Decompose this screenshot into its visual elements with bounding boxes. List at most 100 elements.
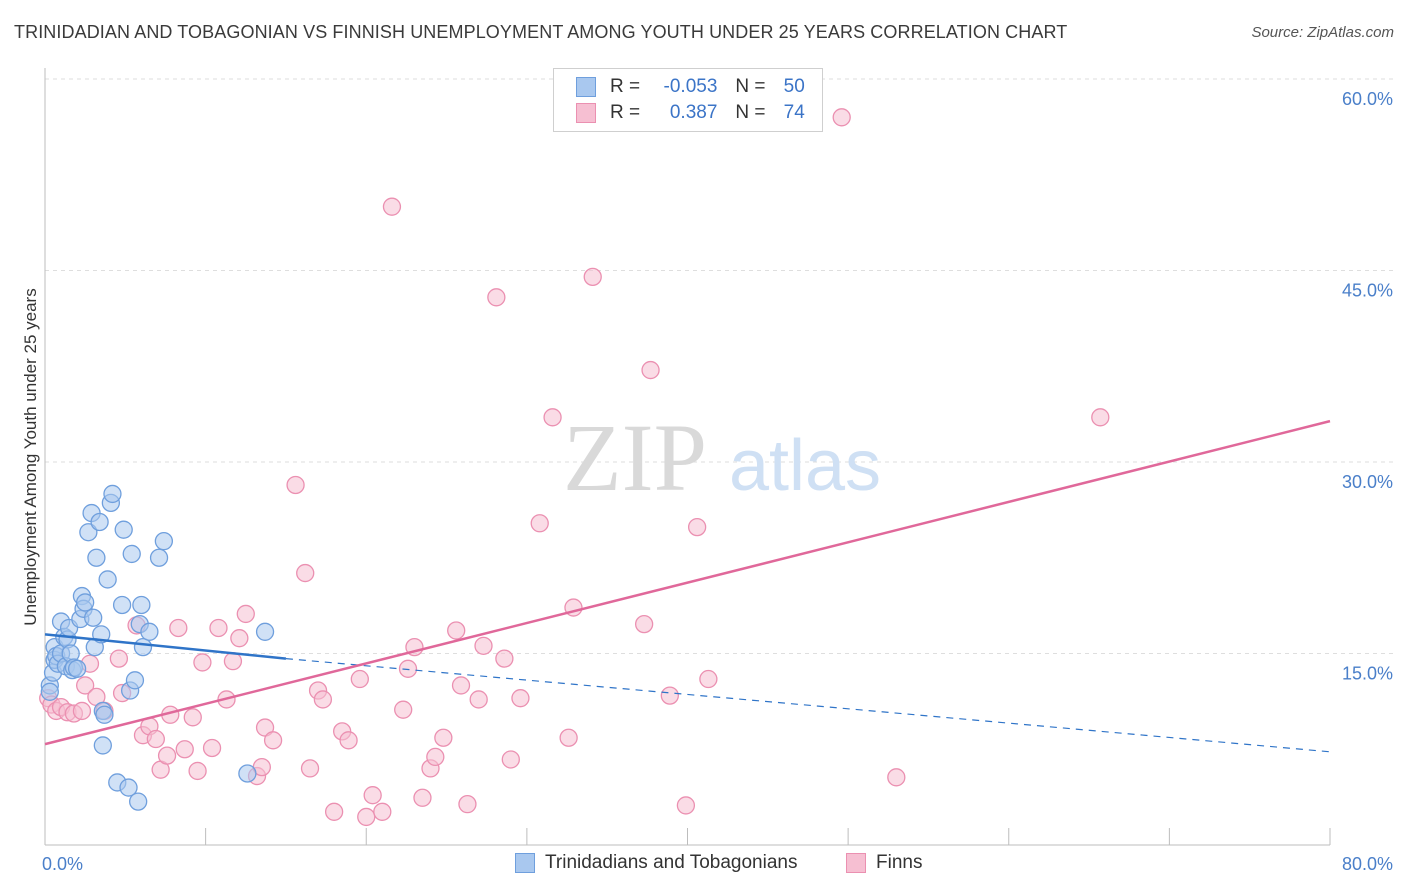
- x-tick-label: 80.0%: [1342, 854, 1393, 874]
- finn-point: [413, 788, 432, 807]
- finn-point: [350, 669, 369, 689]
- finn-point: [660, 686, 679, 705]
- trinidadian-point: [154, 532, 174, 551]
- y-tick-label: 15.0%: [1342, 664, 1393, 684]
- finn-point: [398, 659, 418, 678]
- legend-item-finns[interactable]: Finns: [846, 852, 922, 874]
- finn-point: [511, 689, 530, 708]
- legend-swatch-pink: [576, 103, 596, 123]
- finn-point: [72, 701, 92, 721]
- legend-row-finns: R = 0.387 N = 74: [576, 100, 805, 126]
- finn-point: [230, 629, 249, 648]
- finn-point: [832, 108, 851, 127]
- finn-point: [146, 729, 165, 749]
- finn-point: [641, 360, 660, 380]
- finn-point: [76, 676, 95, 695]
- legend-n-label: N =: [735, 76, 766, 97]
- finn-point: [223, 652, 243, 671]
- legend-swatch-pink: [846, 853, 866, 873]
- finn-point: [559, 728, 578, 747]
- legend-swatch-blue: [576, 77, 596, 97]
- trinidadian-point: [122, 544, 141, 564]
- legend-label-finns: Finns: [876, 852, 923, 873]
- trinidadian-point: [84, 608, 103, 627]
- finn-point: [583, 267, 602, 287]
- finn-point: [1091, 408, 1110, 427]
- finn-point: [109, 649, 129, 668]
- trinidadian-point: [103, 484, 122, 504]
- finn-point: [543, 408, 562, 427]
- finn-point: [451, 676, 471, 695]
- finn-point: [169, 618, 188, 638]
- legend-n-label: N =: [735, 102, 766, 123]
- watermark-zip: ZIP: [563, 404, 707, 511]
- trinidadian-point: [125, 671, 145, 690]
- finn-point: [474, 636, 493, 655]
- trinidadian-point: [90, 512, 109, 532]
- legend-r-label: R =: [610, 102, 641, 123]
- trinidadian-point: [119, 778, 138, 797]
- finn-point: [300, 759, 320, 778]
- finn-point: [458, 794, 477, 814]
- trinidadian-point: [149, 548, 169, 567]
- trinidadian-trend-extension: [285, 658, 1331, 753]
- trinidadian-point: [112, 595, 132, 615]
- trinidadian-point: [40, 682, 59, 701]
- y-tick-label: 60.0%: [1342, 89, 1393, 109]
- finn-point: [487, 288, 506, 307]
- finn-point: [313, 690, 333, 709]
- axis-layer: 15.0% 30.0% 45.0% 60.0% 0.0% 80.0%: [42, 68, 1393, 874]
- finns-trend-line: [44, 419, 1331, 746]
- finn-point: [296, 563, 315, 583]
- legend-n-value: 50: [783, 76, 805, 97]
- finn-point: [175, 740, 194, 759]
- finn-point: [676, 796, 696, 815]
- finn-point: [209, 618, 228, 638]
- trinidadian-trend-line: [44, 633, 287, 660]
- finn-point: [699, 669, 718, 689]
- finn-point: [434, 728, 453, 747]
- legend-r-label: R =: [610, 76, 641, 97]
- series-legend: Trinidadians and Tobagonians Finns: [0, 852, 1406, 878]
- y-tick-label: 45.0%: [1342, 281, 1393, 301]
- finn-point: [357, 807, 376, 827]
- finn-point: [426, 747, 445, 767]
- finn-point: [263, 731, 283, 750]
- finn-point: [394, 700, 413, 719]
- legend-item-trinidadian[interactable]: Trinidadians and Tobagonians: [515, 852, 797, 874]
- finn-point: [373, 802, 392, 821]
- y-axis-label: Unemployment Among Youth under 25 years: [21, 288, 40, 625]
- finn-point: [286, 475, 305, 495]
- legend-swatch-blue: [515, 853, 535, 873]
- finn-point: [469, 690, 488, 709]
- trinidadian-point: [114, 520, 133, 539]
- chart-title: TRINIDADIAN AND TOBAGONIAN VS FINNISH UN…: [14, 22, 1068, 42]
- legend-label-trinidadian: Trinidadians and Tobagonians: [545, 852, 798, 873]
- trinidadian-point: [140, 622, 159, 641]
- trinidadian-point: [67, 659, 87, 678]
- finn-point: [157, 746, 177, 765]
- x-tick-label: 0.0%: [42, 854, 83, 874]
- trinidadian-point: [76, 593, 95, 612]
- trinidadian-point: [255, 622, 275, 641]
- finn-point: [501, 750, 520, 769]
- finn-point: [183, 708, 202, 727]
- trinidadian-point: [95, 705, 114, 724]
- legend-r-value: -0.053: [663, 76, 718, 97]
- finn-point: [887, 768, 906, 787]
- source-credit: Source: ZipAtlas.com: [1251, 24, 1394, 41]
- trinidadian-point: [129, 792, 148, 811]
- finn-point: [382, 197, 402, 216]
- finn-point: [339, 731, 358, 750]
- finn-point: [193, 653, 212, 672]
- legend-n-value: 74: [783, 102, 805, 123]
- legend-r-value: 0.387: [669, 102, 718, 123]
- trinidadian-point: [132, 595, 151, 615]
- finn-point: [495, 649, 514, 668]
- trinidadian-point: [93, 736, 112, 755]
- trinidadian-point: [98, 570, 117, 589]
- trend-lines: [44, 419, 1331, 753]
- y-tick-label: 30.0%: [1342, 472, 1393, 492]
- trinidadian-point: [133, 637, 153, 657]
